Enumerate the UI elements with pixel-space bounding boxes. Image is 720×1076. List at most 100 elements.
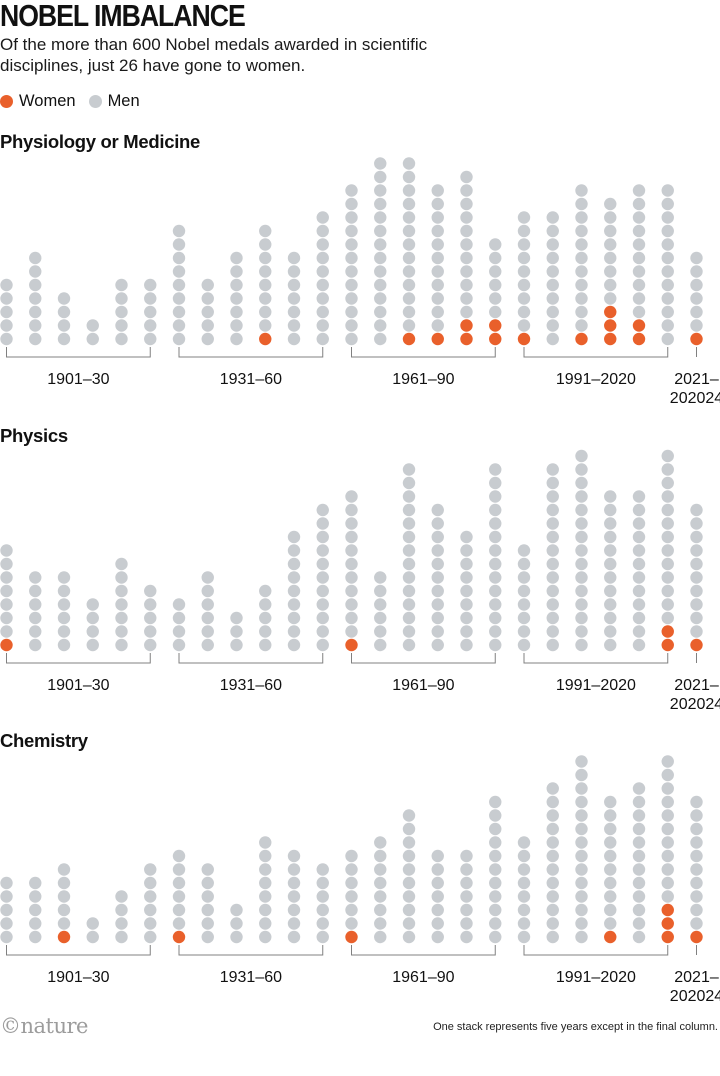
group-bracket-3 [523, 653, 669, 664]
man-dot [546, 863, 559, 876]
stack-1911-15 [57, 863, 71, 944]
group-label-final-end: 202024 [670, 988, 720, 1005]
man-dot [604, 876, 617, 890]
man-dot [489, 809, 502, 822]
man-dot [690, 517, 703, 530]
man-dot [546, 876, 559, 890]
man-dot [57, 319, 71, 332]
man-dot [460, 571, 473, 584]
man-dot [172, 278, 186, 292]
man-dot [546, 503, 559, 517]
man-dot [575, 449, 588, 463]
man-dot [57, 332, 71, 346]
man-dot [632, 224, 646, 238]
stack-1936-40 [201, 571, 214, 652]
man-dot [517, 305, 531, 319]
man-dot [287, 251, 301, 265]
man-dot [230, 332, 243, 346]
man-dot [287, 332, 301, 346]
man-dot [575, 278, 588, 292]
man-dot [460, 544, 473, 557]
stack-1946-50 [259, 836, 272, 944]
man-dot [460, 903, 473, 917]
man-dot [287, 863, 301, 876]
man-dot [604, 917, 617, 930]
man-dot [57, 584, 71, 598]
stack-2016-20 [661, 755, 674, 944]
man-dot [201, 571, 214, 584]
man-dot [489, 305, 502, 319]
man-dot [374, 184, 387, 197]
man-dot [460, 611, 473, 625]
man-dot [431, 930, 444, 944]
man-dot [115, 638, 128, 652]
man-dot [345, 211, 358, 224]
man-dot [316, 278, 329, 292]
man-dot [604, 503, 617, 517]
legend-label-men: Men [107, 92, 140, 110]
man-dot [316, 211, 329, 224]
man-dot [259, 305, 272, 319]
man-dot [345, 611, 358, 625]
man-dot [316, 903, 329, 917]
man-dot [604, 211, 617, 224]
man-dot [604, 903, 617, 917]
man-dot [201, 611, 214, 625]
man-dot [345, 224, 358, 238]
man-dot [632, 278, 646, 292]
man-dot [115, 890, 128, 903]
woman-dot [661, 625, 674, 638]
man-dot [316, 503, 329, 517]
stack-1926-30 [144, 278, 157, 346]
stack-1911-15 [57, 292, 71, 346]
man-dot [690, 557, 703, 571]
man-dot [57, 876, 71, 890]
man-dot [402, 211, 416, 224]
man-dot [489, 611, 502, 625]
man-dot [546, 809, 559, 822]
woman-dot [57, 930, 71, 944]
man-dot [230, 278, 243, 292]
man-dot [402, 571, 416, 584]
stack-1996-2000 [546, 782, 559, 944]
man-dot [115, 292, 128, 305]
man-dot [402, 503, 416, 517]
man-dot [489, 598, 502, 611]
man-dot [690, 598, 703, 611]
man-dot [690, 251, 703, 265]
man-dot [402, 625, 416, 638]
man-dot [115, 917, 128, 930]
man-dot [287, 544, 301, 557]
woman-dot [489, 319, 502, 332]
stack-2021-24 [690, 503, 703, 652]
man-dot [374, 170, 387, 184]
man-dot [29, 625, 42, 638]
legend-label-women: Women [19, 92, 76, 110]
stack-1961-65 [345, 849, 358, 944]
man-dot [201, 305, 214, 319]
man-dot [402, 184, 416, 197]
man-dot [489, 890, 502, 903]
man-dot [575, 890, 588, 903]
stack-1951-55 [287, 251, 301, 346]
chart-title: NOBEL IMBALANCE [0, 0, 246, 33]
man-dot [575, 584, 588, 598]
man-dot [604, 809, 617, 822]
man-dot [374, 625, 387, 638]
man-dot [460, 625, 473, 638]
man-dot [201, 598, 214, 611]
man-dot [345, 251, 358, 265]
man-dot [604, 822, 617, 836]
man-dot [661, 238, 674, 251]
man-dot [546, 265, 559, 278]
man-dot [287, 278, 301, 292]
man-dot [230, 292, 243, 305]
man-dot [345, 265, 358, 278]
man-dot [316, 917, 329, 930]
stack-1976-80 [431, 849, 444, 944]
man-dot [431, 638, 444, 652]
group-label-final-end: 202024 [670, 390, 720, 407]
man-dot [374, 211, 387, 224]
man-dot [460, 530, 473, 544]
man-dot [201, 930, 214, 944]
